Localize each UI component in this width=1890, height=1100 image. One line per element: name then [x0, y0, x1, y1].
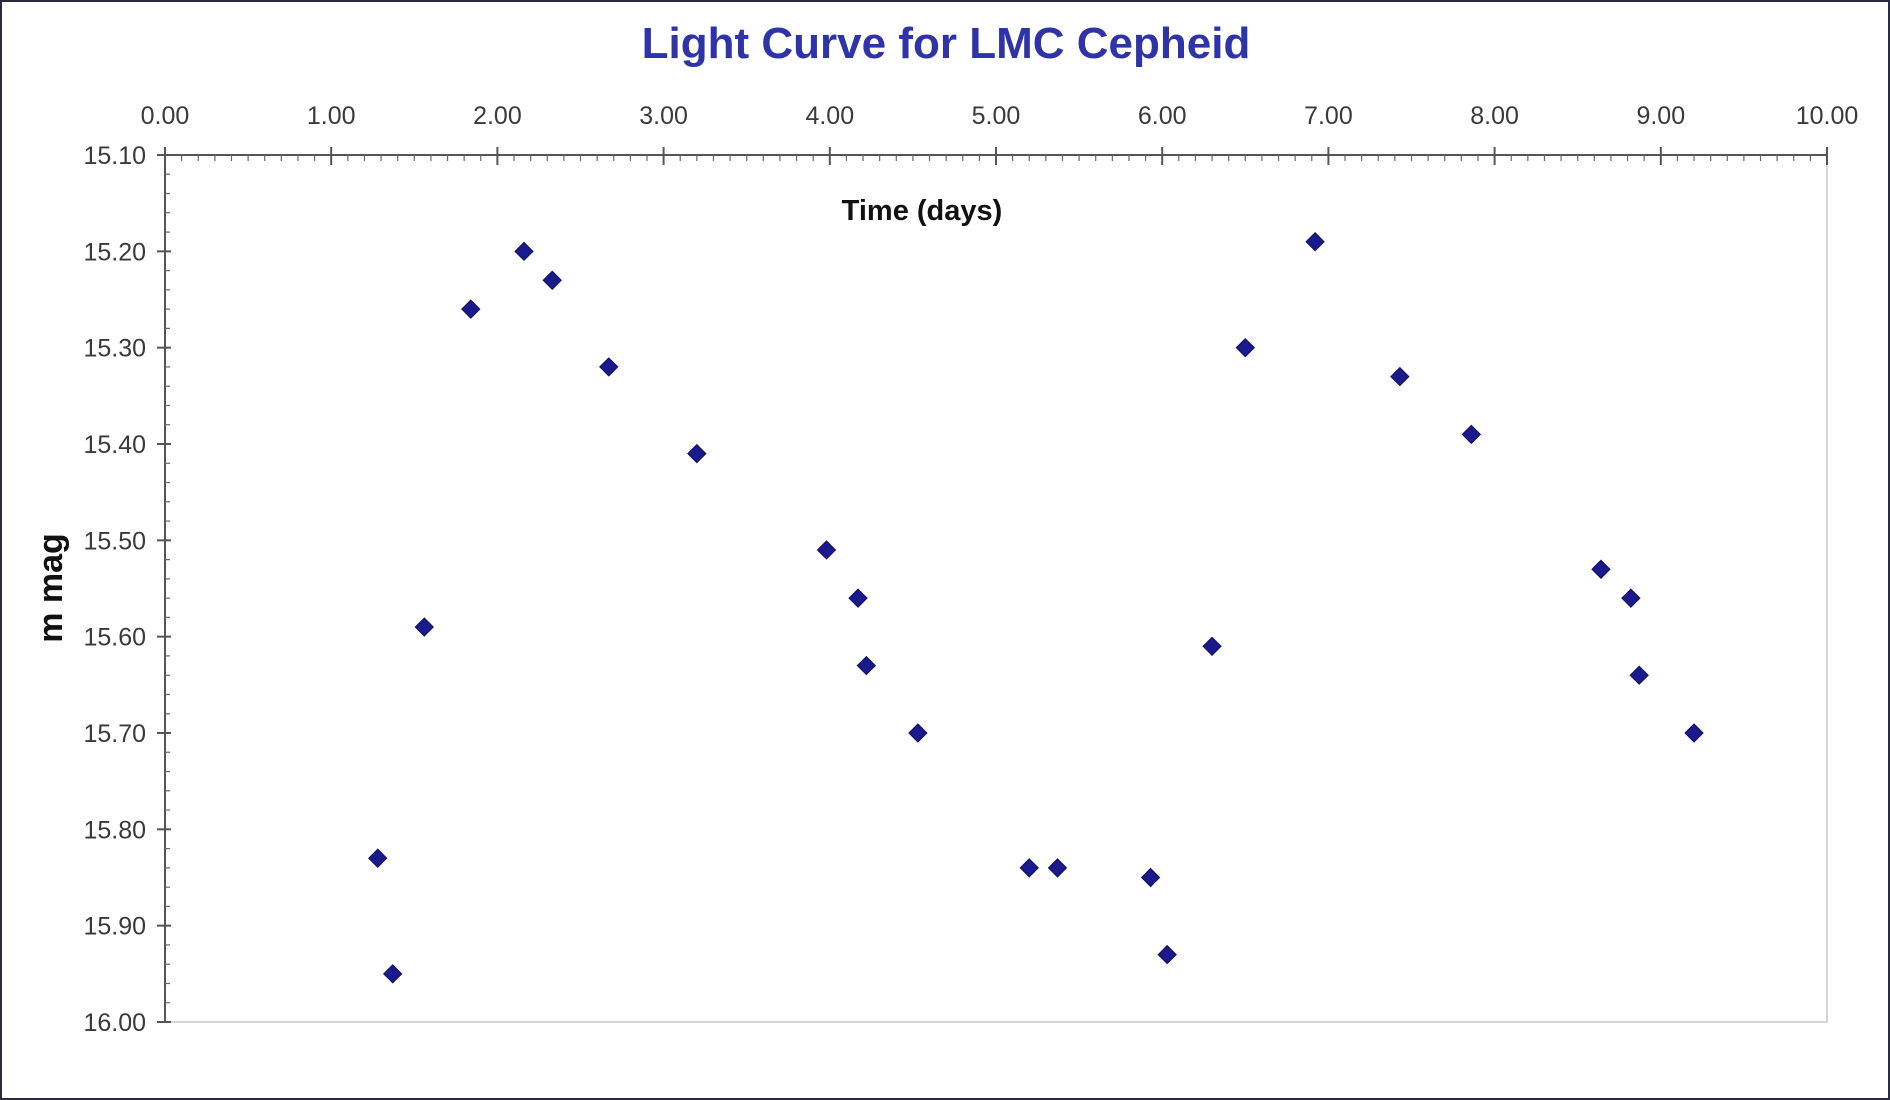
- y-tick-label: 15.70: [83, 720, 146, 748]
- data-point: [1621, 588, 1641, 608]
- y-ticks: [157, 154, 171, 1023]
- x-tick-label: 1.00: [307, 102, 356, 130]
- x-tick-label: 0.00: [141, 102, 190, 130]
- y-tick-label: 15.40: [83, 431, 146, 459]
- y-tick-label: 15.10: [83, 142, 146, 170]
- data-point: [1390, 366, 1410, 387]
- y-tick-label: 15.60: [83, 624, 146, 652]
- data-point: [1157, 944, 1177, 965]
- data-point: [687, 443, 707, 464]
- y-tick-label: 15.30: [83, 335, 146, 363]
- data-point: [908, 723, 928, 743]
- data-point: [816, 540, 837, 560]
- x-tick-label: 5.00: [972, 102, 1021, 130]
- x-ticks: [164, 147, 1828, 165]
- x-tick-labels: 0.00 1.00 2.00 3.00 4.00 5.00 6.00 7.00 8.00 9.00…: [141, 102, 1859, 130]
- x-tick-label: 8.00: [1470, 102, 1519, 130]
- data-point: [414, 617, 434, 637]
- data-point: [1629, 665, 1649, 685]
- x-tick-label: 7.00: [1304, 102, 1353, 130]
- y-tick-label: 15.50: [83, 527, 146, 555]
- x-tick-label: 3.00: [639, 102, 688, 130]
- data-point: [542, 270, 562, 290]
- x-tick-label: 9.00: [1636, 102, 1685, 130]
- plot-area: [164, 154, 1828, 1023]
- y-tick-label: 15.20: [83, 238, 146, 266]
- data-point: [1305, 231, 1325, 252]
- x-tick-label: 4.00: [805, 102, 854, 130]
- data-point: [848, 588, 868, 608]
- data-point: [368, 848, 388, 868]
- data-points: [368, 231, 1704, 984]
- y-tick-labels: 15.10 15.20 15.30 15.40 15.50 15.60 15.70 15.80…: [83, 142, 146, 1037]
- data-point: [1591, 559, 1611, 579]
- x-tick-label: 2.00: [473, 102, 522, 130]
- data-point: [1202, 636, 1222, 657]
- data-point: [1140, 867, 1161, 888]
- data-point: [382, 964, 403, 984]
- data-point: [856, 655, 877, 676]
- data-point: [514, 241, 534, 262]
- data-point: [1019, 858, 1039, 878]
- y-tick-label: 16.00: [83, 1009, 146, 1037]
- x-tick-label: 6.00: [1138, 102, 1187, 130]
- y-tick-label: 15.90: [83, 913, 146, 941]
- x-tick-label: 10.00: [1796, 102, 1859, 130]
- y-axis-title: m mag: [32, 533, 70, 643]
- data-point: [461, 299, 481, 319]
- chart-title: Light Curve for LMC Cepheid: [642, 19, 1251, 68]
- data-point: [1461, 424, 1482, 445]
- data-point: [1235, 337, 1256, 358]
- data-point: [1047, 858, 1068, 878]
- data-point: [1684, 723, 1704, 743]
- data-point: [599, 357, 619, 377]
- x-axis-title: Time (days): [842, 195, 1003, 227]
- y-tick-label: 15.80: [83, 816, 146, 844]
